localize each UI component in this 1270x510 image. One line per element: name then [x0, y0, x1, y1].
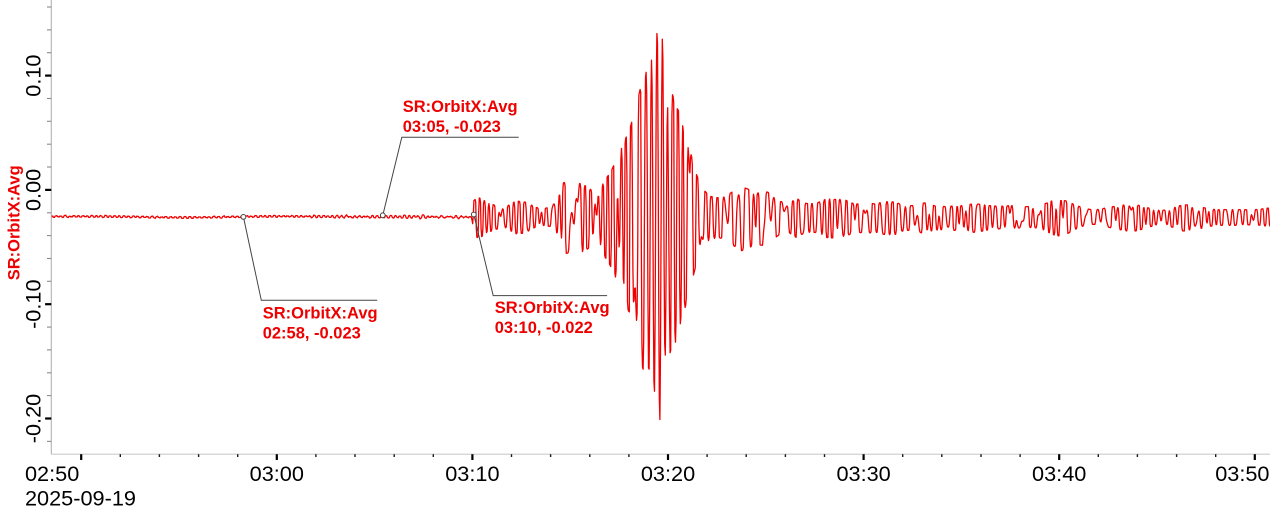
svg-text:SR:OrbitX:Avg: SR:OrbitX:Avg	[403, 98, 518, 116]
svg-text:03:30: 03:30	[836, 461, 890, 486]
svg-text:-0.20: -0.20	[21, 394, 46, 443]
svg-text:03:00: 03:00	[250, 461, 304, 486]
svg-text:03:20: 03:20	[641, 461, 695, 486]
svg-text:02:50: 02:50	[25, 461, 79, 486]
svg-text:0.00: 0.00	[21, 169, 46, 211]
svg-text:SR:OrbitX:Avg: SR:OrbitX:Avg	[263, 304, 378, 322]
svg-text:SR:OrbitX:Avg: SR:OrbitX:Avg	[495, 299, 610, 317]
svg-text:03:50: 03:50	[1215, 461, 1269, 486]
svg-text:2025-09-19: 2025-09-19	[25, 486, 136, 510]
svg-text:03:05, -0.023: 03:05, -0.023	[403, 118, 501, 136]
svg-text:03:40: 03:40	[1032, 461, 1086, 486]
svg-text:03:10, -0.022: 03:10, -0.022	[495, 319, 593, 337]
svg-text:SR:OrbitX:Avg: SR:OrbitX:Avg	[6, 165, 24, 280]
svg-text:0.10: 0.10	[21, 54, 46, 96]
svg-text:03:10: 03:10	[445, 461, 499, 486]
svg-text:-0.10: -0.10	[21, 279, 46, 328]
svg-text:02:58, -0.023: 02:58, -0.023	[263, 324, 361, 342]
